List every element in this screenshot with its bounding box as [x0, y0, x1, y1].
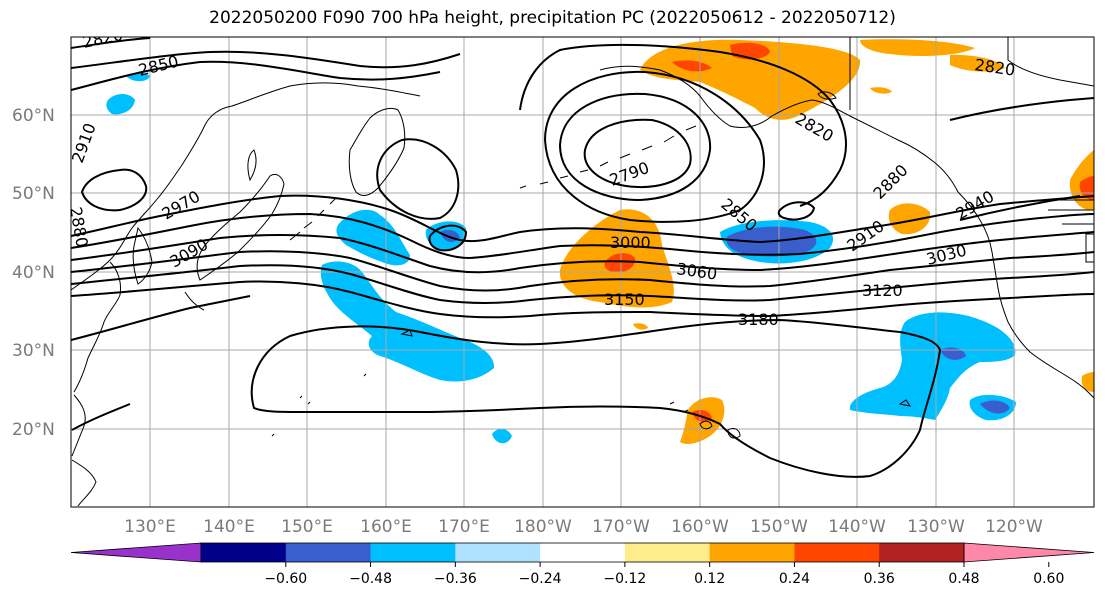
lon-label: 130°W: [907, 517, 965, 537]
precip-positive-area: [633, 323, 648, 330]
lat-label: 60°N: [12, 106, 55, 126]
precip-positive-area: [640, 39, 861, 120]
lon-label: 160°W: [671, 517, 729, 537]
height-contour: [71, 194, 1094, 244]
height-contour: [428, 224, 468, 252]
precip-shading: [106, 39, 1094, 444]
lon-label: 150°W: [750, 517, 808, 537]
precip-negative-area: [849, 312, 1016, 420]
precip-negative-area: [320, 261, 495, 382]
lat-label: 50°N: [12, 184, 55, 204]
height-contour: [71, 50, 461, 69]
height-contour: [71, 231, 1094, 274]
colorbar-segment: [624, 543, 711, 562]
precip-negative-area: [940, 347, 966, 360]
colorbar-tick-label: 0.12: [694, 571, 725, 587]
lon-label: 120°W: [985, 517, 1043, 537]
precip-negative-area: [492, 428, 512, 444]
colorbar-segment: [540, 543, 626, 562]
contour-label: 3180: [738, 310, 779, 329]
lon-label: 130°E: [124, 517, 176, 537]
height-contour: [250, 318, 942, 478]
colorbar-tick-label: 0.48: [948, 571, 979, 587]
height-contour: [71, 37, 151, 49]
latitude-labels: 60°N 50°N 40°N 30°N 20°N: [12, 106, 55, 440]
height-contours: [71, 37, 1094, 478]
precip-positive-area: [860, 39, 975, 56]
colorbar-segment: [285, 543, 372, 562]
height-contour: [949, 97, 1094, 121]
colorbar-tick-label: 0.24: [779, 571, 810, 587]
height-contour: [71, 403, 131, 431]
colorbar-tick-label: 0.60: [1033, 571, 1064, 587]
height-contour: [71, 295, 251, 341]
colorbar-segment: [201, 543, 287, 562]
colorbar-tick-label: 0.36: [864, 571, 895, 587]
contour-label: 3150: [604, 290, 645, 309]
height-contour: [80, 168, 148, 212]
height-contour: [583, 118, 692, 188]
height-contour: [71, 264, 1094, 304]
colorbar-segment: [709, 543, 795, 562]
colorbar-segment: [794, 543, 880, 562]
height-contour: [376, 138, 460, 220]
lon-label: 160°E: [360, 517, 412, 537]
precip-negative-area: [336, 209, 410, 266]
contour-label: 3120: [862, 281, 903, 300]
precip-positive-area: [1079, 176, 1094, 200]
colorbar-segment: [370, 543, 456, 562]
precip-negative-area: [980, 400, 1010, 414]
height-contour: [71, 280, 1094, 319]
coastlines: [71, 37, 1094, 507]
precip-positive-area: [604, 253, 636, 273]
height-contour: [777, 201, 816, 221]
colorbar-extension-high: [963, 542, 1095, 563]
height-contour: [71, 212, 1094, 260]
precip-positive-area: [870, 87, 892, 94]
colorbar-ticks: −0.60 −0.48 −0.36 −0.24 −0.12 0.12 0.24 0.36 0.4…: [264, 562, 1064, 587]
height-contour: [71, 250, 1094, 292]
precip-negative-area: [106, 94, 135, 115]
lon-label: 170°W: [592, 517, 650, 537]
colorbar-tick-label: −0.24: [519, 571, 562, 587]
height-contour: [543, 70, 765, 223]
height-contour: [558, 92, 712, 202]
precip-positive-area: [672, 60, 712, 72]
colorbar: [70, 542, 1095, 563]
height-contour: [959, 195, 1081, 221]
lat-label: 30°N: [12, 341, 55, 361]
colorbar-tick-label: −0.60: [264, 571, 307, 587]
height-contour: [519, 43, 847, 207]
chart-title: 2022050200 F090 700 hPa height, precipit…: [209, 8, 896, 28]
colorbar-tick-label: −0.36: [434, 571, 477, 587]
height-contour: [71, 60, 441, 91]
lon-label: 140°W: [828, 517, 886, 537]
contour-label: 2880: [66, 205, 92, 248]
map-border: [70, 36, 1095, 508]
precip-positive-area: [888, 203, 931, 235]
colorbar-tick-label: −0.48: [349, 571, 392, 587]
lat-label: 40°N: [12, 263, 55, 283]
precip-positive-area: [1081, 372, 1094, 392]
colorbar-segment: [455, 543, 541, 562]
colorbar-outline: [200, 542, 965, 563]
lat-label: 20°N: [12, 420, 55, 440]
colorbar-extension-low: [70, 542, 202, 563]
colorbar-tick-label: −0.12: [603, 571, 646, 587]
lon-label: 140°E: [203, 517, 255, 537]
colorbar-segment: [879, 543, 965, 562]
lon-label: 170°E: [438, 517, 490, 537]
lon-label: 180°W: [514, 517, 572, 537]
precip-positive-area: [950, 54, 1005, 72]
lon-label: 150°E: [281, 517, 333, 537]
contour-label: 3000: [610, 233, 651, 252]
longitude-labels: 130°E 140°E 150°E 160°E 170°E 180°W 170°…: [124, 517, 1043, 537]
gridlines: [71, 37, 1094, 507]
